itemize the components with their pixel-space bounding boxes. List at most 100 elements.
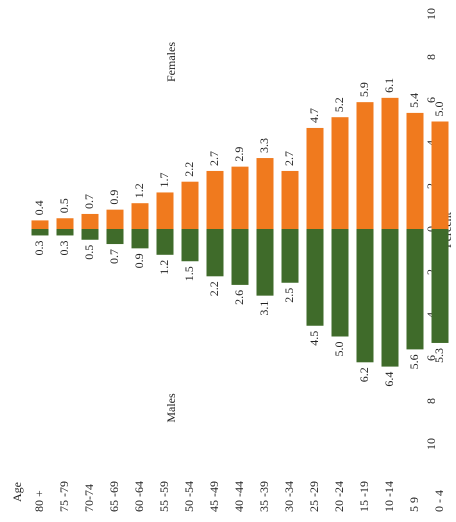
data-label: 0.4 <box>32 200 46 215</box>
y-tick-label: 4 <box>424 312 438 318</box>
bar-female <box>56 218 74 229</box>
bar-male <box>206 229 224 277</box>
bar-female <box>206 170 224 229</box>
bar-female <box>306 127 324 229</box>
bar-male <box>231 229 249 285</box>
y-tick-label: 8 <box>424 398 438 404</box>
data-label: 1.2 <box>132 183 146 198</box>
bar-female <box>31 220 49 229</box>
data-label: 2.6 <box>232 290 246 305</box>
data-label: 6.1 <box>382 78 396 93</box>
x-tick-label: 45 -49 <box>207 481 221 512</box>
x-tick-label: 30 -34 <box>282 481 296 512</box>
bar-female <box>331 117 349 229</box>
bar-female <box>156 192 174 229</box>
y-tick-label: 0 <box>424 226 438 232</box>
x-axis-label: Age <box>10 482 24 502</box>
bar-female <box>106 209 124 229</box>
bar-male <box>106 229 124 245</box>
data-label: 2.7 <box>282 151 296 166</box>
data-label: 0.5 <box>82 245 96 260</box>
data-label: 3.1 <box>257 301 271 316</box>
y-tick-label: 8 <box>424 54 438 60</box>
x-tick-label: 40 -44 <box>232 481 246 512</box>
data-label: 5.6 <box>407 354 421 369</box>
legend-males: Males <box>164 393 178 423</box>
data-label: 5.0 <box>332 342 346 357</box>
bar-female <box>256 158 274 229</box>
bar-male <box>256 229 274 296</box>
bar-female <box>431 121 449 229</box>
x-tick-label: 20 -24 <box>332 481 346 512</box>
bar-male <box>281 229 299 283</box>
data-label: 5.0 <box>432 102 446 117</box>
bar-male <box>56 229 74 236</box>
y-tick-label: 4 <box>424 140 438 146</box>
y-tick-label: 2 <box>424 183 438 189</box>
bar-female <box>81 213 99 229</box>
data-label: 2.7 <box>207 151 221 166</box>
data-label: 4.5 <box>307 331 321 346</box>
data-label: 6.2 <box>357 367 371 382</box>
data-label: 3.3 <box>257 138 271 153</box>
y-tick-label: 6 <box>424 355 438 361</box>
bar-male <box>181 229 199 262</box>
data-label: 2.2 <box>207 281 221 296</box>
y-tick-label: 10 <box>424 438 438 450</box>
data-label: 5.3 <box>432 348 446 363</box>
x-tick-label: 75 -79 <box>57 481 71 512</box>
data-label: 2.9 <box>232 147 246 162</box>
bar-male <box>81 229 99 240</box>
bar-female <box>231 166 249 229</box>
data-label: 0.5 <box>57 198 71 213</box>
bar-male <box>131 229 149 249</box>
x-tick-label: 25 -29 <box>307 481 321 512</box>
bar-male <box>356 229 374 363</box>
bar-female <box>356 102 374 229</box>
bar-female <box>381 97 399 229</box>
legend-females: Females <box>164 42 178 82</box>
x-tick-label: 60 -64 <box>132 481 146 512</box>
x-tick-label: 0 - 4 <box>432 490 446 512</box>
bar-male <box>381 229 399 367</box>
data-label: 1.2 <box>157 260 171 275</box>
bar-male <box>431 229 449 343</box>
bar-female <box>281 170 299 229</box>
y-tick-label: 10 <box>424 8 438 20</box>
data-label: 6.4 <box>382 372 396 387</box>
x-tick-label: 35 -39 <box>257 481 271 512</box>
x-tick-label: 10 -14 <box>382 481 396 512</box>
x-tick-label: 65 -69 <box>107 481 121 512</box>
data-label: 0.7 <box>82 194 96 209</box>
data-label: 0.9 <box>132 253 146 268</box>
bar-male <box>406 229 424 350</box>
data-label: 1.5 <box>182 266 196 281</box>
data-label: 0.7 <box>107 249 121 264</box>
data-label: 5.4 <box>407 93 421 108</box>
x-tick-label: 70-74 <box>82 484 96 512</box>
x-tick-label: 80 + <box>32 490 46 512</box>
x-tick-label: 15 -19 <box>357 481 371 512</box>
bar-female <box>181 181 199 229</box>
bar-female <box>406 112 424 229</box>
bar-male <box>306 229 324 326</box>
bar-female <box>131 203 149 229</box>
data-label: 0.3 <box>32 240 46 255</box>
y-tick-label: 6 <box>424 97 438 103</box>
data-label: 4.7 <box>307 108 321 123</box>
x-tick-label: 50 -54 <box>182 481 196 512</box>
y-tick-label: 2 <box>424 269 438 275</box>
bar-male <box>31 229 49 236</box>
data-label: 0.3 <box>57 240 71 255</box>
bar-male <box>156 229 174 255</box>
data-label: 0.9 <box>107 190 121 205</box>
x-tick-label: 55 -59 <box>157 481 171 512</box>
x-tick-label: 5 9 <box>407 497 421 512</box>
data-label: 5.2 <box>332 97 346 112</box>
data-label: 5.9 <box>357 82 371 97</box>
bar-male <box>331 229 349 337</box>
data-label: 2.2 <box>182 162 196 177</box>
data-label: 1.7 <box>157 172 171 187</box>
data-label: 2.5 <box>282 288 296 303</box>
